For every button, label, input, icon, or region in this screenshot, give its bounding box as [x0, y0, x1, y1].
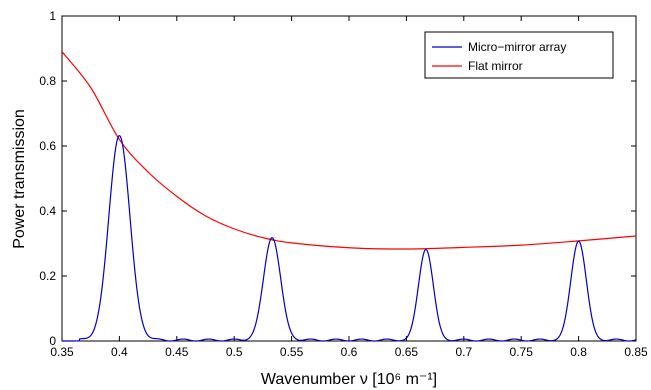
y-axis-label: Power transmission [11, 109, 28, 249]
curves [61, 51, 637, 342]
x-tick-label: 0.4 [111, 345, 128, 359]
x-tick-label: 0.75 [510, 345, 534, 359]
legend: Micro−mirror array Flat mirror [424, 31, 614, 79]
x-tick-label: 0.8 [570, 345, 587, 359]
y-tick-label: 0 [49, 334, 56, 348]
x-tick-label: 0.7 [455, 345, 472, 359]
legend-box [424, 31, 614, 79]
x-tick-label: 0.6 [341, 345, 358, 359]
x-tick-label: 0.55 [280, 345, 304, 359]
series-line-flat-mirror [61, 51, 637, 250]
legend-label-flat-mirror: Flat mirror [468, 59, 523, 73]
y-tick-label: 0.2 [39, 269, 56, 283]
y-tick-label: 0.6 [39, 139, 56, 153]
y-tick-label: 0.8 [39, 74, 56, 88]
series-line-micro-mirror-array [62, 134, 637, 342]
x-tick-label: 0.5 [226, 345, 243, 359]
x-tick-label: 0.35 [50, 345, 74, 359]
axis-ticks: 0.35 0.4 0.45 0.5 0.55 0.6 0.65 0.7 0.75 0.8 0.85 0… [39, 9, 648, 359]
y-tick-label: 1 [49, 9, 56, 23]
x-tick-label: 0.85 [624, 345, 648, 359]
x-axis-label: Wavenumber ν [10⁶ m⁻¹] [261, 371, 437, 388]
legend-label-micro-mirror-array: Micro−mirror array [468, 40, 566, 54]
x-tick-label: 0.45 [165, 345, 189, 359]
x-tick-label: 0.65 [395, 345, 419, 359]
y-tick-label: 0.4 [39, 204, 56, 218]
